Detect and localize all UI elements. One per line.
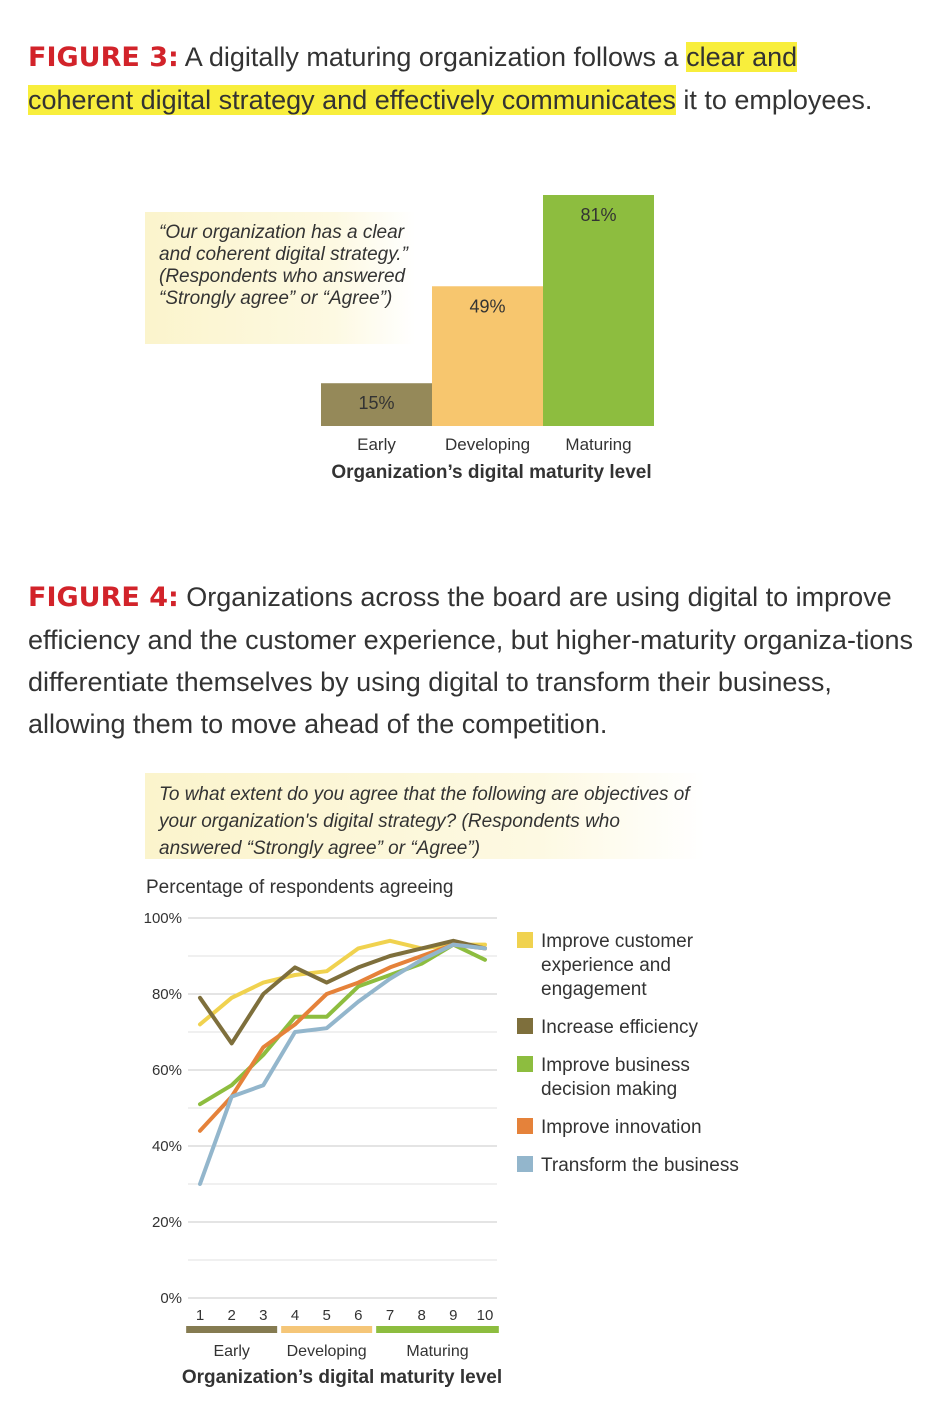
legend-swatch bbox=[517, 1156, 533, 1172]
bar-early bbox=[321, 383, 432, 426]
group-label: Early bbox=[213, 1343, 249, 1360]
group-bar-developing bbox=[281, 1326, 373, 1333]
figure4-label: FIGURE 4: bbox=[28, 582, 179, 613]
x-tick-label: 9 bbox=[449, 1307, 457, 1324]
x-tick-label: 7 bbox=[386, 1307, 394, 1324]
bar-category-label: Developing bbox=[445, 435, 530, 454]
legend-label: Improve innovation bbox=[541, 1117, 702, 1138]
x-tick-label: 8 bbox=[417, 1307, 425, 1324]
x-tick-label: 3 bbox=[259, 1307, 267, 1324]
y-tick-label: 100% bbox=[144, 910, 182, 927]
y-tick-label: 0% bbox=[160, 1290, 182, 1307]
figure3-label: FIGURE 3: bbox=[28, 42, 179, 73]
legend-label: Increase efficiency bbox=[541, 1017, 699, 1038]
x-tick-label: 1 bbox=[196, 1307, 204, 1324]
x-tick-label: 5 bbox=[322, 1307, 330, 1324]
group-bar-early bbox=[186, 1326, 278, 1333]
figure3-bar-chart: 15% Early 49% Developing 81% Maturing Organiza… bbox=[321, 195, 654, 483]
bar-category-label: Maturing bbox=[565, 435, 631, 454]
bar-category-label: Early bbox=[357, 435, 396, 454]
figure4-quote: To what extent do you agree that the fol… bbox=[145, 773, 705, 859]
series-line-4 bbox=[198, 942, 487, 1186]
legend-label: Improve business decision making bbox=[541, 1055, 690, 1100]
figure4-caption: FIGURE 4: Organizations across the board… bbox=[28, 576, 918, 745]
y-tick-label: 60% bbox=[152, 1062, 182, 1079]
bar-value-label: 15% bbox=[358, 393, 394, 413]
y-tick-label: 40% bbox=[152, 1138, 182, 1155]
legend-label: Transform the business bbox=[541, 1155, 739, 1176]
y-axis-title: Percentage of respondents agreeing bbox=[146, 877, 453, 898]
figure3-caption-post: it to employees. bbox=[675, 85, 873, 115]
bar-value-label: 81% bbox=[580, 205, 616, 225]
legend-swatch bbox=[517, 932, 533, 948]
group-label: Maturing bbox=[406, 1343, 468, 1360]
legend-label: Improve customer experience and engagement bbox=[541, 931, 694, 1000]
bar-maturing bbox=[543, 195, 654, 426]
figure3-caption-pre: A digitally maturing organization follow… bbox=[178, 42, 687, 72]
legend-swatch bbox=[517, 1018, 533, 1034]
x-axis-title: Organization’s digital maturity level bbox=[182, 1367, 502, 1388]
figure4-line-chart: Percentage of respondents agreeing 0% 20% 4… bbox=[144, 877, 739, 1388]
y-tick-label: 20% bbox=[152, 1214, 182, 1231]
series-line-1 bbox=[198, 938, 487, 1046]
figure4-caption-text: Organizations across the board are using… bbox=[28, 582, 913, 739]
legend-swatch bbox=[517, 1056, 533, 1072]
figure3-caption: FIGURE 3: A digitally maturing organizat… bbox=[28, 36, 918, 121]
figure3-caption-highlight-1: clear and bbox=[686, 42, 798, 72]
x-tick-label: 2 bbox=[227, 1307, 235, 1324]
legend-swatch bbox=[517, 1118, 533, 1134]
group-label: Developing bbox=[287, 1343, 367, 1360]
group-bar-maturing bbox=[376, 1326, 499, 1333]
bar-developing bbox=[432, 286, 543, 426]
bar-x-axis-title: Organization’s digital maturity level bbox=[331, 462, 651, 483]
figure3-quote: “Our organization has a clear and cohere… bbox=[145, 212, 415, 344]
y-tick-label: 80% bbox=[152, 986, 182, 1003]
series-line-3 bbox=[198, 942, 487, 1133]
figure3-caption-highlight-2: coherent digital strategy and effectivel… bbox=[28, 85, 676, 115]
x-tick-label: 10 bbox=[477, 1307, 494, 1324]
x-tick-label: 6 bbox=[354, 1307, 362, 1324]
x-tick-label: 4 bbox=[291, 1307, 299, 1324]
bar-value-label: 49% bbox=[469, 296, 505, 316]
